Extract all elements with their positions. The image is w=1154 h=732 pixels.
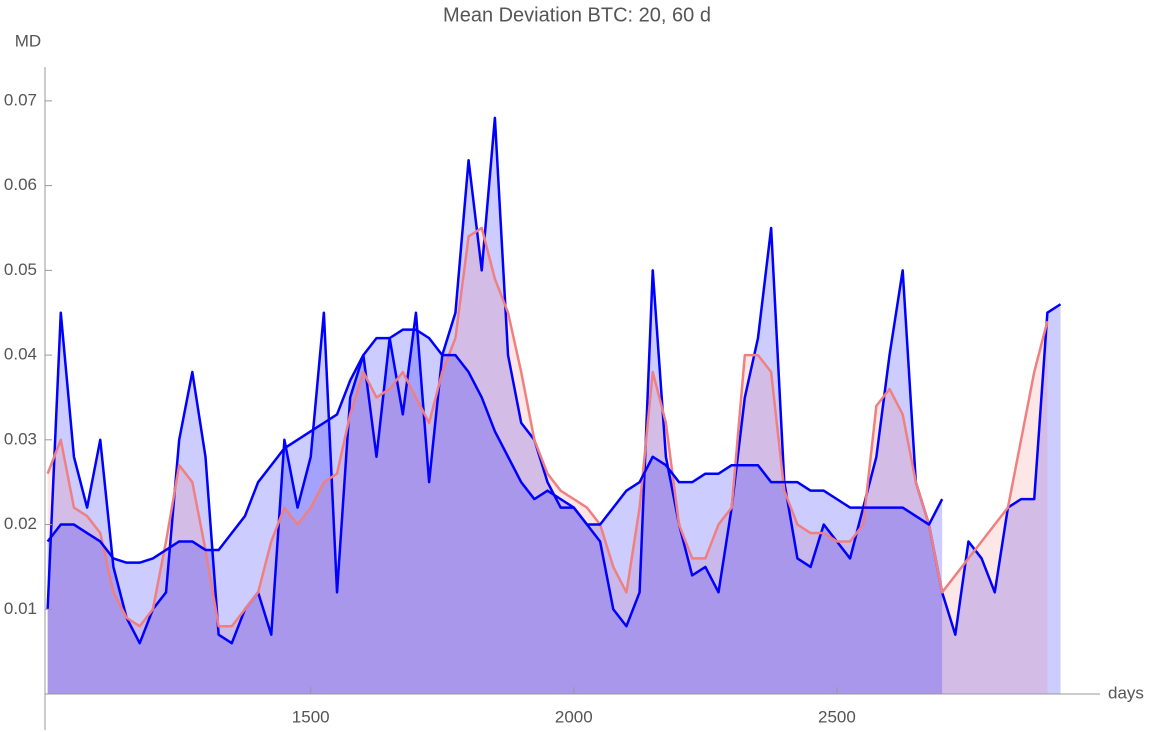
series-area	[47, 117, 1061, 695]
series-area	[47, 227, 1048, 694]
series-area	[47, 329, 943, 694]
y-tick-label: 0.02	[4, 514, 37, 533]
y-tick-label: 0.07	[4, 90, 37, 109]
x-tick-label: 1500	[292, 707, 330, 726]
y-tick-label: 0.06	[4, 175, 37, 194]
series-line	[46, 328, 944, 564]
y-axis-label: MD	[15, 31, 41, 50]
axes: 0.01 0.02 0.03 0.04 0.05 0.06 0.07 1500 2000 2500	[4, 67, 1100, 730]
series-line	[46, 226, 1049, 628]
y-tick-label: 0.03	[4, 429, 37, 448]
x-tick-label: 2500	[818, 707, 856, 726]
x-tick-label: 2000	[555, 707, 593, 726]
y-tick-label: 0.04	[4, 345, 37, 364]
y-tick-label: 0.01	[4, 599, 37, 618]
plot-area	[46, 116, 1062, 695]
y-tick-label: 0.05	[4, 260, 37, 279]
x-axis-label: days	[1108, 683, 1144, 702]
chart-title: Mean Deviation BTC: 20, 60 d	[443, 4, 711, 26]
